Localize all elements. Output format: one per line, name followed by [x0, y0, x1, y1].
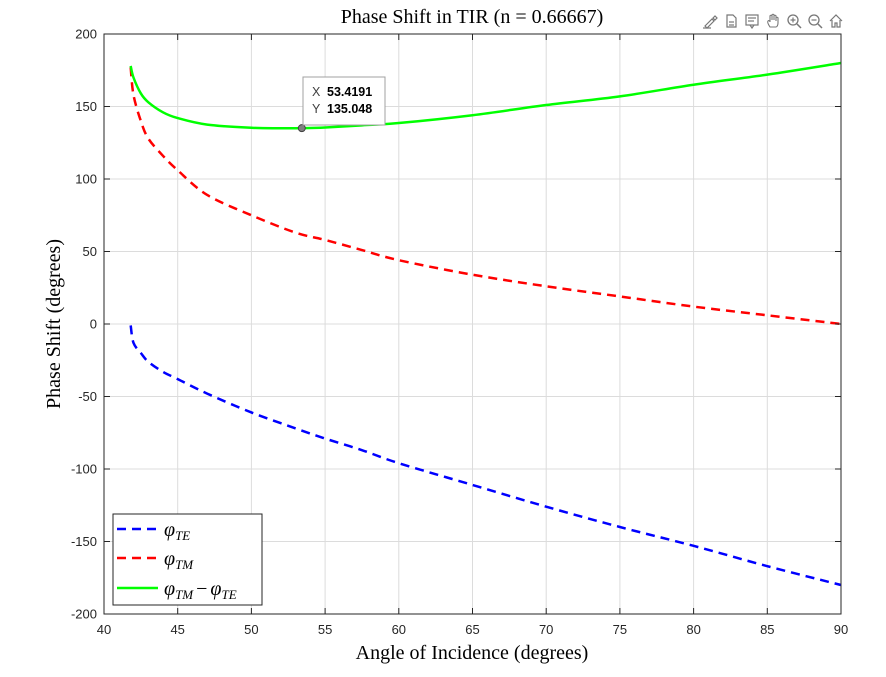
x-tick-label: 55 — [318, 622, 332, 637]
x-tick-label: 65 — [465, 622, 479, 637]
legend-diff-sub2: TE — [222, 587, 237, 602]
legend-te-base: φ — [164, 519, 175, 541]
x-tick-label: 75 — [613, 622, 627, 637]
export-icon[interactable] — [721, 11, 741, 31]
legend-diff-base2: φ — [210, 578, 221, 600]
tick-labels: 40 45 50 55 60 65 70 75 80 85 90 -200 -150 -100 -50 0 50… — [71, 27, 848, 638]
datatip-box — [302, 76, 386, 126]
y-tick-label: 100 — [75, 172, 97, 187]
legend[interactable]: φTE φTM φTM − φTE — [112, 513, 263, 606]
pan-icon[interactable] — [763, 11, 783, 31]
datatip-x-value: 53.4191 — [327, 85, 372, 99]
home-icon[interactable] — [826, 11, 846, 31]
x-axis-label: Angle of Incidence (degrees) — [356, 642, 589, 664]
ticks — [103, 33, 842, 615]
series-layer — [129, 61, 842, 587]
y-tick-label: -100 — [71, 462, 97, 477]
series-line-diff[interactable] — [129, 61, 842, 130]
chart-title: Phase Shift in TIR (n = 0.66667) — [341, 6, 604, 28]
legend-diff-base: φ — [164, 578, 175, 600]
legend-label-diff: φTM − φTE — [164, 578, 237, 602]
x-tick-label: 50 — [244, 622, 258, 637]
series-line-te[interactable] — [129, 325, 842, 587]
zoom-in-icon[interactable] — [784, 11, 804, 31]
datatip-x-label: X — [312, 85, 321, 99]
datatip[interactable]: X 53.4191 Y 135.048 — [297, 76, 386, 133]
datatip-y-value: 135.048 — [327, 102, 372, 116]
legend-diff-sub: TM — [175, 587, 194, 602]
y-tick-label: -150 — [71, 534, 97, 549]
series-line-tm[interactable] — [129, 67, 842, 326]
datatip-y-label: Y — [312, 102, 321, 116]
zoom-out-icon[interactable] — [805, 11, 825, 31]
y-tick-label: 150 — [75, 99, 97, 114]
brush-icon[interactable] — [700, 11, 720, 31]
y-tick-label: -200 — [71, 607, 97, 622]
x-tick-label: 70 — [539, 622, 553, 637]
x-tick-label: 85 — [760, 622, 774, 637]
x-tick-label: 60 — [392, 622, 406, 637]
datatip-icon[interactable] — [742, 11, 762, 31]
y-axis-label: Phase Shift (degrees) — [43, 239, 65, 409]
legend-label-te: φTE — [164, 519, 190, 543]
legend-box — [112, 513, 263, 606]
legend-diff-minus: − — [196, 578, 207, 600]
y-tick-label: 200 — [75, 27, 97, 42]
x-tick-label: 90 — [834, 622, 848, 637]
x-tick-label: 45 — [170, 622, 184, 637]
x-tick-label: 40 — [97, 622, 111, 637]
legend-label-tm: φTM — [164, 548, 194, 572]
y-tick-label: 0 — [90, 317, 97, 332]
y-tick-label: 50 — [83, 244, 97, 259]
legend-te-sub: TE — [175, 528, 190, 543]
y-tick-label: -50 — [78, 389, 97, 404]
x-tick-label: 80 — [686, 622, 700, 637]
legend-tm-base: φ — [164, 548, 175, 570]
figure-toolbar — [700, 10, 846, 32]
legend-tm-sub: TM — [175, 557, 194, 572]
datatip-marker[interactable] — [297, 124, 306, 133]
